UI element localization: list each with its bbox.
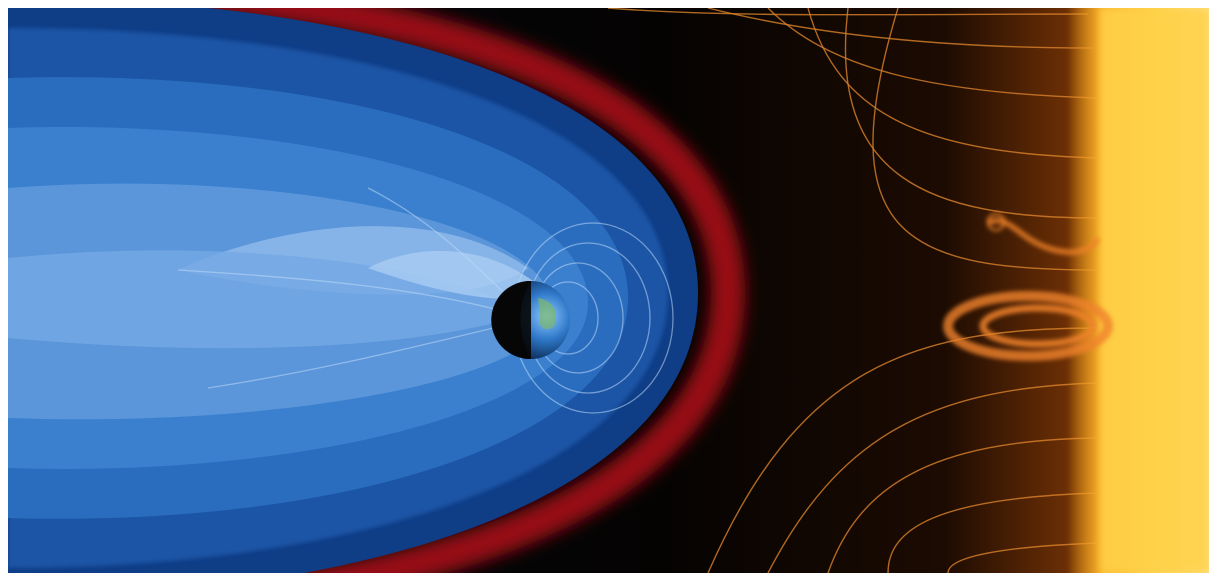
solar-flare <box>943 212 1113 361</box>
magnetosphere-field <box>8 8 698 573</box>
scene-svg <box>8 8 1209 573</box>
earth <box>491 280 570 360</box>
solar-wind-lines <box>607 8 1099 573</box>
bow-shock <box>8 8 746 573</box>
magnetosphere-illustration <box>8 8 1209 573</box>
